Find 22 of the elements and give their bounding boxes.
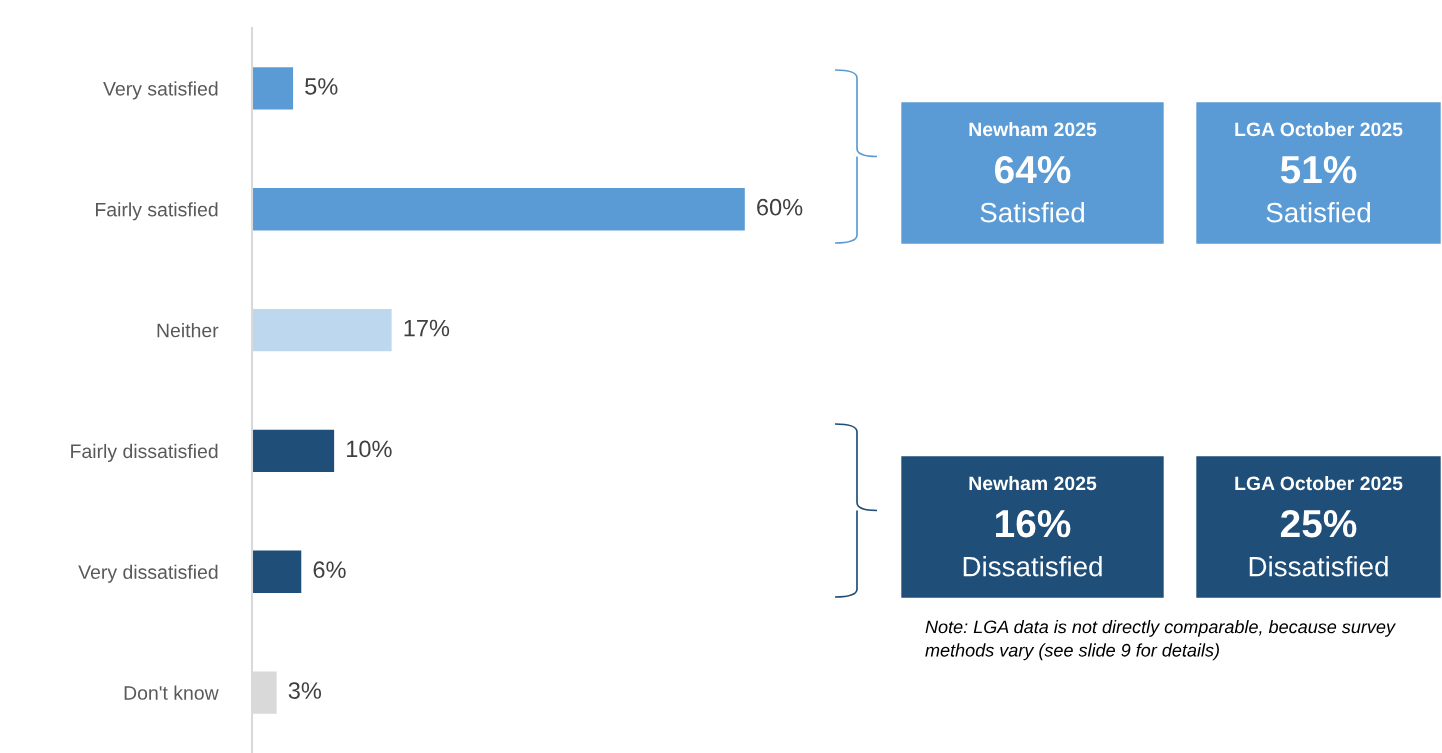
data-label: 3% — [288, 682, 322, 699]
text: Newham 2025 16% Dissatisfied — [963, 475, 1102, 577]
data-label: 60% — [757, 198, 803, 216]
bar — [252, 308, 392, 352]
y-tick-label: Fairly satisfied — [96, 202, 218, 221]
text: Note: LGA data is not directly comparable, because survey methods vary (see slide 9 for details) — [925, 620, 1396, 661]
y-tick-label: Very satisfied — [103, 81, 218, 100]
bar — [252, 550, 302, 593]
data-label: 5% — [305, 78, 338, 95]
data-label: 10% — [347, 440, 392, 458]
text: Newham 2025 64% Satisfied — [969, 121, 1097, 223]
y-tick-label: Neither — [157, 323, 219, 338]
text: LGA October 2025 51% Satisfied — [1235, 121, 1403, 223]
bar — [252, 67, 294, 110]
y-tick-label: Don't know — [124, 685, 219, 700]
bar — [252, 188, 745, 231]
text: LGA October 2025 25% Dissatisfied — [1235, 475, 1403, 577]
y-tick-label: Very dissatisfied — [78, 564, 218, 583]
bar — [252, 429, 335, 473]
data-label: 6% — [313, 561, 346, 579]
y-tick-label: Fairly dissatisfied — [71, 443, 218, 462]
data-label: 17% — [404, 319, 450, 337]
